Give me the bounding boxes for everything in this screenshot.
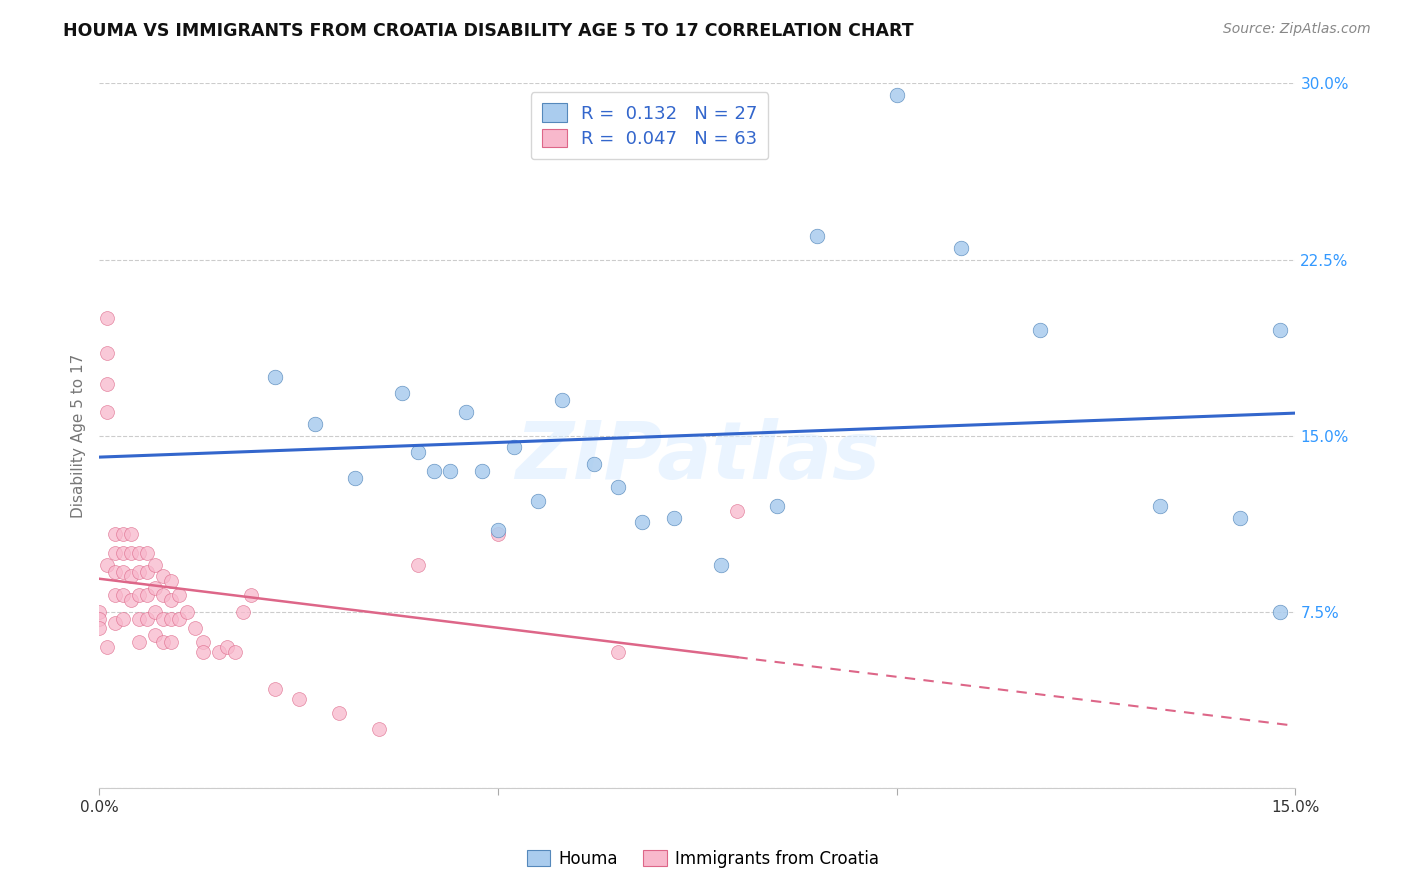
Point xyxy=(439,464,461,478)
Point xyxy=(143,558,166,572)
Point xyxy=(152,588,174,602)
Point xyxy=(128,546,150,560)
Point xyxy=(152,612,174,626)
Point xyxy=(176,605,198,619)
Point xyxy=(1229,510,1251,524)
Point xyxy=(104,588,127,602)
Point xyxy=(263,682,285,697)
Point xyxy=(1268,605,1291,619)
Point xyxy=(949,241,972,255)
Point xyxy=(408,558,430,572)
Point xyxy=(343,471,366,485)
Point xyxy=(112,588,135,602)
Text: HOUMA VS IMMIGRANTS FROM CROATIA DISABILITY AGE 5 TO 17 CORRELATION CHART: HOUMA VS IMMIGRANTS FROM CROATIA DISABIL… xyxy=(63,22,914,40)
Point xyxy=(456,405,478,419)
Point xyxy=(486,523,509,537)
Point xyxy=(120,569,142,583)
Point xyxy=(606,480,628,494)
Y-axis label: Disability Age 5 to 17: Disability Age 5 to 17 xyxy=(72,353,86,517)
Point xyxy=(160,612,183,626)
Point xyxy=(423,464,446,478)
Point xyxy=(112,612,135,626)
Point xyxy=(662,510,685,524)
Point xyxy=(630,516,652,530)
Point xyxy=(1268,323,1291,337)
Point xyxy=(304,417,326,431)
Point xyxy=(184,621,207,635)
Point xyxy=(606,644,628,658)
Point xyxy=(112,527,135,541)
Text: Source: ZipAtlas.com: Source: ZipAtlas.com xyxy=(1223,22,1371,37)
Point xyxy=(120,593,142,607)
Point xyxy=(89,621,111,635)
Point xyxy=(136,612,159,626)
Point xyxy=(136,546,159,560)
Point xyxy=(1029,323,1052,337)
Point xyxy=(120,527,142,541)
Point xyxy=(104,616,127,631)
Point xyxy=(1149,499,1171,513)
Point xyxy=(224,644,246,658)
Point xyxy=(128,612,150,626)
Point xyxy=(112,546,135,560)
Point xyxy=(104,565,127,579)
Point xyxy=(766,499,789,513)
Point xyxy=(710,558,733,572)
Point xyxy=(136,565,159,579)
Point xyxy=(167,612,190,626)
Legend: R =  0.132   N = 27, R =  0.047   N = 63: R = 0.132 N = 27, R = 0.047 N = 63 xyxy=(530,93,769,159)
Point xyxy=(143,605,166,619)
Point xyxy=(152,635,174,649)
Text: ZIPatlas: ZIPatlas xyxy=(515,417,880,496)
Point xyxy=(143,581,166,595)
Point xyxy=(208,644,231,658)
Point xyxy=(160,635,183,649)
Point xyxy=(391,386,413,401)
Point xyxy=(582,457,605,471)
Point xyxy=(367,722,389,736)
Point xyxy=(128,588,150,602)
Point xyxy=(167,588,190,602)
Point xyxy=(806,229,828,244)
Point xyxy=(96,640,118,654)
Point xyxy=(152,569,174,583)
Point xyxy=(232,605,254,619)
Point xyxy=(328,706,350,720)
Point xyxy=(886,88,908,103)
Point xyxy=(128,565,150,579)
Point xyxy=(503,440,526,454)
Point xyxy=(104,546,127,560)
Point xyxy=(527,494,550,508)
Point xyxy=(112,565,135,579)
Point xyxy=(120,546,142,560)
Point xyxy=(89,605,111,619)
Point xyxy=(486,527,509,541)
Point xyxy=(725,504,748,518)
Point xyxy=(191,644,214,658)
Point xyxy=(471,464,494,478)
Point xyxy=(104,527,127,541)
Point xyxy=(128,635,150,649)
Point xyxy=(89,612,111,626)
Point xyxy=(96,405,118,419)
Point xyxy=(96,346,118,360)
Point xyxy=(287,691,309,706)
Point xyxy=(143,628,166,642)
Point xyxy=(215,640,238,654)
Point xyxy=(96,311,118,326)
Point xyxy=(408,445,430,459)
Point xyxy=(136,588,159,602)
Point xyxy=(191,635,214,649)
Point xyxy=(239,588,262,602)
Point xyxy=(263,370,285,384)
Point xyxy=(160,574,183,589)
Point xyxy=(551,393,574,408)
Point xyxy=(160,593,183,607)
Point xyxy=(96,558,118,572)
Point xyxy=(96,376,118,391)
Legend: Houma, Immigrants from Croatia: Houma, Immigrants from Croatia xyxy=(520,844,886,875)
